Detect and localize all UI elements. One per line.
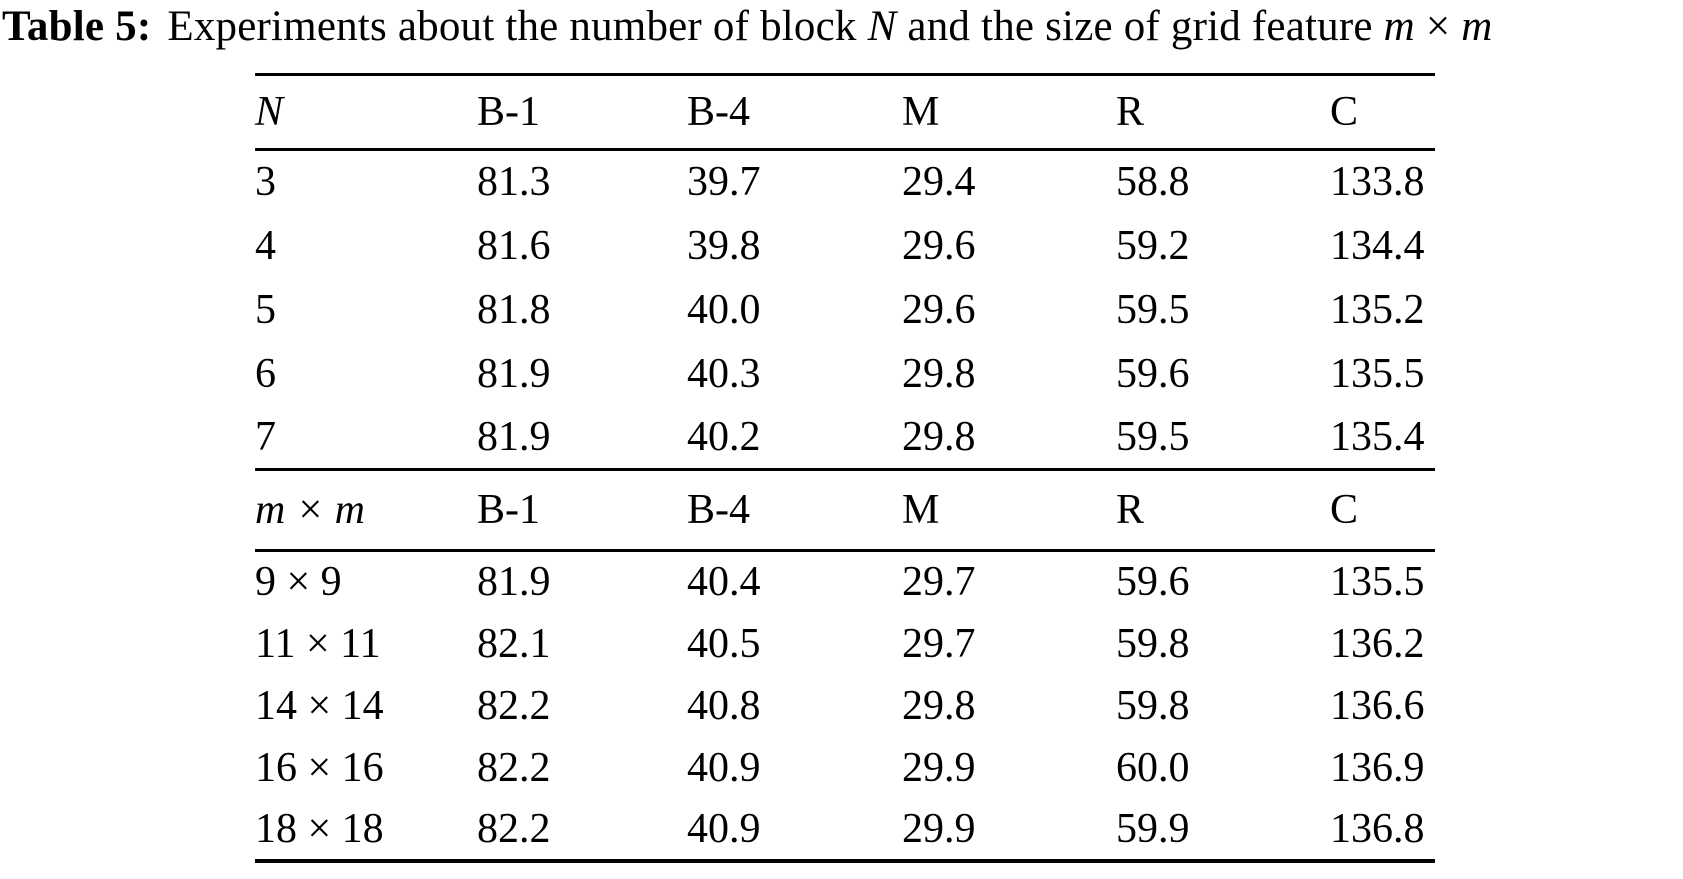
- cell-m: 29.8: [902, 413, 976, 460]
- cell-b1: 81.8: [477, 286, 551, 333]
- cell-m: 29.6: [902, 222, 976, 269]
- row-key: 3: [255, 159, 276, 206]
- table-caption-label: Table 5:: [2, 3, 152, 50]
- cell-c: 135.5: [1330, 350, 1425, 397]
- caption-text-part1: Experiments about the number of block: [167, 3, 857, 50]
- cell-b4: 39.8: [687, 222, 761, 269]
- column-header-b1: B-1: [477, 89, 540, 135]
- row-key: 16 × 16: [255, 744, 384, 791]
- cell-r: 59.8: [1116, 620, 1190, 667]
- cell-c: 136.9: [1330, 744, 1425, 791]
- caption-var-n: N: [867, 3, 897, 50]
- column-header-r: R: [1116, 487, 1145, 533]
- cell-b4: 40.8: [687, 682, 761, 729]
- results-table: N B-1 B-4 M R C 3 81.3 39.7 29.4 58.8 13…: [255, 73, 1435, 863]
- table-row: 9 × 9 81.9 40.4 29.7 59.6 135.5: [255, 551, 1435, 613]
- cell-c: 135.4: [1330, 413, 1425, 460]
- column-header-c: C: [1330, 487, 1359, 533]
- cell-b4: 39.7: [687, 159, 761, 206]
- cell-r: 59.6: [1116, 559, 1190, 606]
- cell-b4: 40.9: [687, 744, 761, 791]
- column-header-b4: B-4: [687, 89, 750, 135]
- column-header-m: M: [902, 487, 940, 533]
- cell-m: 29.9: [902, 744, 976, 791]
- column-header-r: R: [1116, 89, 1145, 135]
- cell-b1: 81.9: [477, 559, 551, 606]
- caption-var-m2: m: [1461, 3, 1493, 50]
- row-key: 9 × 9: [255, 559, 342, 606]
- section-n-body: 3 81.3 39.7 29.4 58.8 133.8 4 81.6 39.8 …: [255, 150, 1435, 470]
- row-key: 5: [255, 286, 276, 333]
- cell-b1: 81.3: [477, 159, 551, 206]
- cell-b4: 40.4: [687, 559, 761, 606]
- row-key: 18 × 18: [255, 805, 384, 852]
- cell-c: 136.6: [1330, 682, 1425, 729]
- column-header-m: M: [902, 89, 940, 135]
- cell-r: 59.5: [1116, 413, 1190, 460]
- table-row: 4 81.6 39.8 29.6 59.2 134.4: [255, 214, 1435, 278]
- caption-text-part2: and the size of grid feature: [907, 3, 1373, 50]
- cell-b4: 40.3: [687, 350, 761, 397]
- row-key: 6: [255, 350, 276, 397]
- row-key: 14 × 14: [255, 682, 384, 729]
- cell-b4: 40.0: [687, 286, 761, 333]
- row-key: 7: [255, 413, 276, 460]
- table-row: 7 81.9 40.2 29.8 59.5 135.4: [255, 406, 1435, 470]
- cell-r: 59.8: [1116, 682, 1190, 729]
- cell-r: 59.5: [1116, 286, 1190, 333]
- table-row: 14 × 14 82.2 40.8 29.8 59.8 136.6: [255, 675, 1435, 737]
- cell-c: 136.8: [1330, 805, 1425, 852]
- header-row-n: N B-1 B-4 M R C: [255, 74, 1435, 150]
- cell-b4: 40.2: [687, 413, 761, 460]
- cell-b1: 82.2: [477, 805, 551, 852]
- cell-b4: 40.9: [687, 805, 761, 852]
- table-row: 18 × 18 82.2 40.9 29.9 59.9 136.8: [255, 799, 1435, 861]
- cell-c: 133.8: [1330, 159, 1425, 206]
- column-header-c: C: [1330, 89, 1359, 135]
- section-m-body: 9 × 9 81.9 40.4 29.7 59.6 135.5 11 × 11 …: [255, 551, 1435, 861]
- cell-m: 29.8: [902, 682, 976, 729]
- header-row-m: m × m B-1 B-4 M R C: [255, 469, 1435, 551]
- cell-b1: 82.1: [477, 620, 551, 667]
- cell-r: 59.9: [1116, 805, 1190, 852]
- cell-b1: 81.9: [477, 413, 551, 460]
- table-row: 11 × 11 82.1 40.5 29.7 59.8 136.2: [255, 613, 1435, 675]
- cell-c: 135.5: [1330, 559, 1425, 606]
- cell-b1: 81.6: [477, 222, 551, 269]
- row-key: 11 × 11: [255, 620, 381, 667]
- cell-c: 134.4: [1330, 222, 1425, 269]
- table-row: 16 × 16 82.2 40.9 29.9 60.0 136.9: [255, 737, 1435, 799]
- cell-m: 29.7: [902, 620, 976, 667]
- cell-m: 29.6: [902, 286, 976, 333]
- column-header-b4: B-4: [687, 487, 750, 533]
- cell-b1: 82.2: [477, 682, 551, 729]
- cell-b1: 82.2: [477, 744, 551, 791]
- column-header-key-n: N: [255, 89, 284, 135]
- cell-b1: 81.9: [477, 350, 551, 397]
- cell-r: 59.6: [1116, 350, 1190, 397]
- cell-m: 29.8: [902, 350, 976, 397]
- cell-b4: 40.5: [687, 620, 761, 667]
- table-row: 3 81.3 39.7 29.4 58.8 133.8: [255, 150, 1435, 214]
- cell-m: 29.9: [902, 805, 976, 852]
- cell-m: 29.7: [902, 559, 976, 606]
- cell-r: 58.8: [1116, 159, 1190, 206]
- caption-var-m1: m: [1383, 3, 1415, 50]
- cell-c: 135.2: [1330, 286, 1425, 333]
- caption-times-sign: ×: [1425, 3, 1451, 50]
- section-m-header: m × m B-1 B-4 M R C: [255, 469, 1435, 551]
- cell-c: 136.2: [1330, 620, 1425, 667]
- cell-r: 59.2: [1116, 222, 1190, 269]
- cell-r: 60.0: [1116, 744, 1190, 791]
- table-row: 6 81.9 40.3 29.8 59.6 135.5: [255, 342, 1435, 406]
- column-header-key-m: m × m: [255, 487, 366, 533]
- table-caption: Table 5: Experiments about the number of …: [2, 2, 1493, 51]
- section-n-header: N B-1 B-4 M R C: [255, 74, 1435, 150]
- row-key: 4: [255, 222, 276, 269]
- table-row: 5 81.8 40.0 29.6 59.5 135.2: [255, 278, 1435, 342]
- cell-m: 29.4: [902, 159, 976, 206]
- column-header-b1: B-1: [477, 487, 540, 533]
